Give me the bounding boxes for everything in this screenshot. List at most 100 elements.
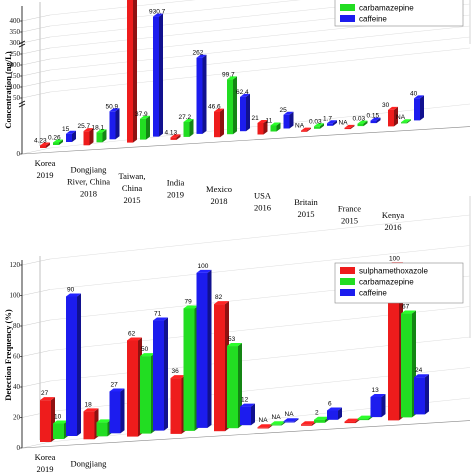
data-label: 99.7 (222, 71, 235, 78)
bar-caffeine-3 (196, 54, 207, 134)
data-label: NA (272, 414, 282, 421)
y-tick-label: 40 (13, 383, 21, 391)
bar-caffeine-8 (414, 374, 429, 415)
bar-sulphamethoxazole-5 (257, 119, 268, 135)
bar-caffeine-3-side (207, 269, 212, 428)
bar-carbamazepine-7-side (363, 120, 368, 127)
data-label: 79 (185, 298, 193, 305)
bar-caffeine-5 (283, 418, 299, 423)
bar-carbamazepine-7-front (357, 418, 369, 421)
bar-sulphamethoxazole-0-side (46, 142, 50, 148)
x-category-label: Dongjiang (71, 459, 108, 469)
grid-line (21, 69, 51, 77)
bar-sulphamethoxazole-2-side (133, 0, 137, 143)
bar-sulphamethoxazole-3-top (170, 375, 186, 379)
bar-sulphamethoxazole-1-front (83, 131, 90, 146)
data-label: 40 (410, 90, 418, 97)
y-tick-label: 20 (13, 414, 21, 422)
bar-caffeine-8-front (414, 377, 425, 415)
bar-caffeine-4-top (240, 93, 250, 97)
bar-sulphamethoxazole-8-side (394, 106, 398, 127)
floor-line (21, 420, 471, 449)
grid-line (21, 47, 51, 55)
bar-sulphamethoxazole-2 (127, 0, 137, 143)
bar-sulphamethoxazole-6-top (301, 127, 311, 131)
data-label: 100 (198, 263, 209, 270)
bar-caffeine-7-front (370, 120, 377, 124)
bar-caffeine-4-front (240, 96, 246, 132)
bar-carbamazepine-7 (357, 415, 373, 421)
x-category-label: Mexico (206, 184, 232, 194)
data-label: 24 (415, 367, 423, 374)
bar-sulphamethoxazole-1-top (83, 408, 99, 412)
bar-sulphamethoxazole-3 (170, 375, 186, 434)
grid-line (21, 147, 51, 155)
bar-caffeine-0-top (66, 293, 81, 297)
data-label: 36 (172, 368, 180, 375)
bar-carbamazepine-8 (401, 119, 411, 124)
legend-label: carbamazepine (359, 278, 414, 287)
bar-caffeine-7-top (370, 393, 386, 397)
data-label: 25.7 (78, 123, 91, 130)
bar-carbamazepine-5 (270, 421, 286, 426)
legend-label: caffeine (359, 15, 387, 24)
grid-line (21, 80, 51, 88)
bar-caffeine-7-side (376, 117, 381, 124)
bar-carbamazepine-7-top (357, 415, 373, 419)
data-label: 50.9 (106, 103, 119, 110)
bar-sulphamethoxazole-6 (301, 421, 316, 426)
bar-carbamazepine-8-front (401, 122, 407, 124)
y-tick-label: 0 (17, 150, 21, 158)
bar-caffeine-2-side (159, 13, 163, 137)
bar-caffeine-2-top (153, 13, 163, 17)
bar-caffeine-3-front (196, 272, 208, 428)
bar-carbamazepine-7-front (357, 123, 364, 127)
bar-carbamazepine-1-side (102, 129, 107, 143)
bar-sulphamethoxazole-4-top (214, 108, 224, 112)
grid-line (49, 214, 471, 260)
bar-carbamazepine-8-front (401, 313, 412, 418)
bar-carbamazepine-2-front (140, 118, 146, 140)
bar-carbamazepine-5-front (270, 424, 282, 426)
x-category-label: Kenya (382, 210, 404, 220)
bar-caffeine-8-top (414, 95, 424, 99)
bar-caffeine-7 (370, 117, 381, 124)
bar-carbamazepine-0-top (53, 139, 63, 143)
y-tick-label: 80 (13, 322, 21, 330)
legend: sulphamethoxazole carbamazepine caffeine (334, 262, 464, 304)
data-label: 930.7 (149, 9, 166, 16)
bar-caffeine-0-side (72, 130, 76, 142)
bar-carbamazepine-1-front (96, 132, 103, 143)
bar-sulphamethoxazole-2 (127, 337, 142, 437)
bar-sulphamethoxazole-5 (257, 424, 273, 429)
bar-caffeine-6 (327, 407, 342, 420)
bar-caffeine-0-front (66, 133, 72, 142)
bar-carbamazepine-4-top (227, 76, 237, 80)
bar-carbamazepine-4-front (227, 346, 238, 429)
grid-line (21, 58, 51, 66)
legend-swatch (340, 267, 355, 274)
bar-sulphamethoxazole-4-front (214, 111, 220, 138)
bar-sulphamethoxazole-1-front (83, 411, 95, 440)
bar-carbamazepine-3-top (183, 305, 199, 309)
legend-swatch (340, 289, 355, 296)
legend-swatch (340, 278, 355, 285)
bar-caffeine-4-front (240, 406, 251, 426)
bar-caffeine-0-top (66, 130, 76, 134)
bar-caffeine-8-side (420, 95, 424, 121)
legend-label: sulphamethoxazole (359, 267, 428, 276)
bar-caffeine-3-side (202, 54, 207, 134)
bar-sulphamethoxazole-4 (214, 108, 224, 138)
x-category-label: 2016 (254, 203, 271, 213)
grid-line (21, 36, 51, 44)
bar-sulphamethoxazole-0-top (40, 397, 55, 401)
y-tick-label: 100 (10, 83, 21, 91)
y-tick-label: 300 (10, 39, 21, 47)
data-label: 62 (128, 331, 136, 338)
bar-sulphamethoxazole-5-top (257, 424, 273, 428)
grid-line (21, 258, 51, 266)
bar-caffeine-5 (283, 111, 294, 129)
bar-carbamazepine-6-top (314, 416, 329, 420)
bar-caffeine-3 (196, 269, 212, 428)
